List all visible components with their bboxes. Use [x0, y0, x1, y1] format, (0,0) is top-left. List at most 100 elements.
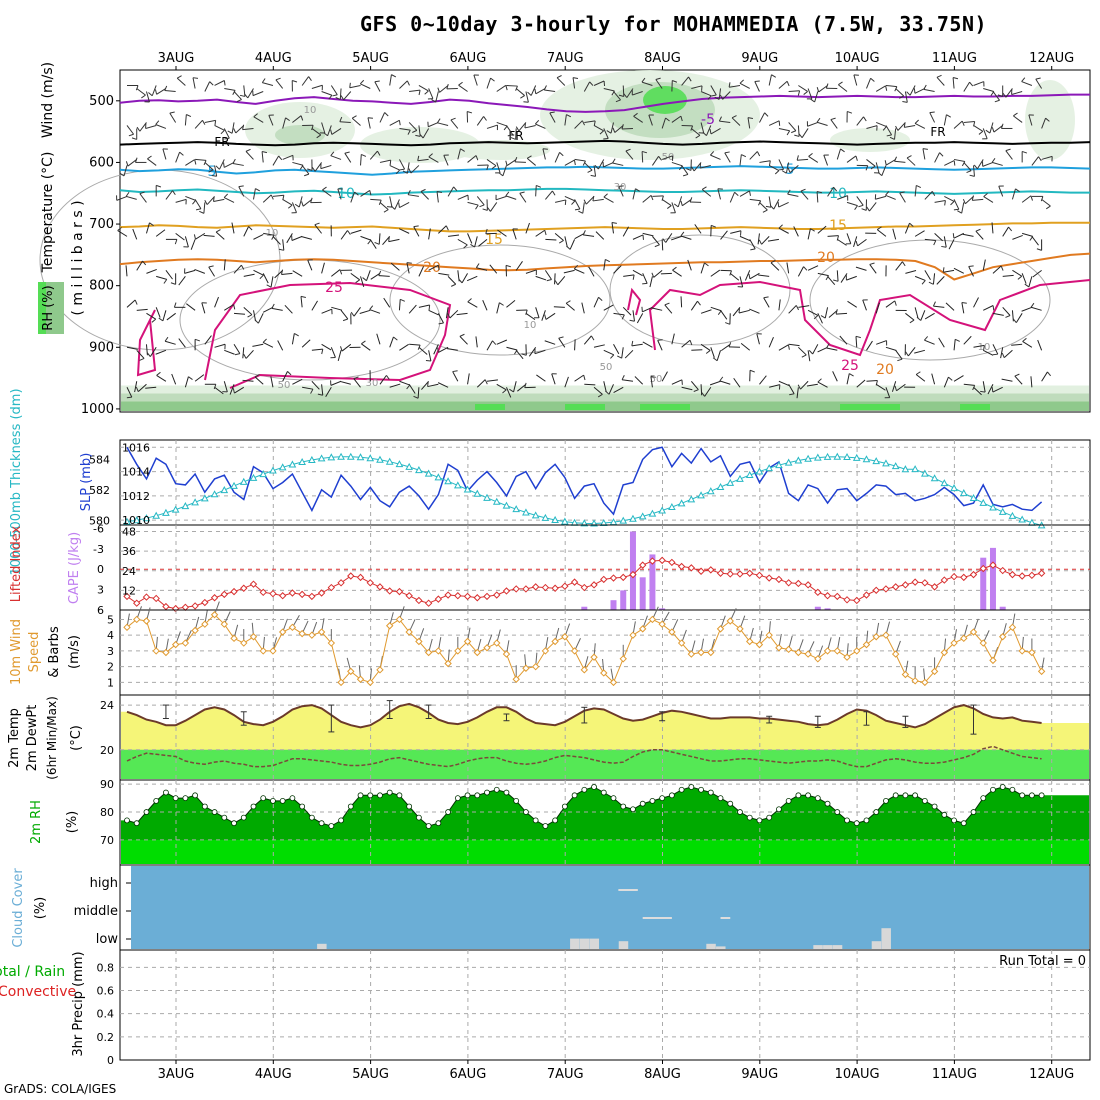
- rh-low-layer-bright: [565, 403, 605, 410]
- wind-barb: [274, 269, 284, 279]
- thickness-point: [366, 454, 375, 462]
- wind-speed-point: [960, 634, 968, 643]
- wind-barb-flag: [483, 116, 487, 121]
- rh-point: [1028, 792, 1035, 799]
- wind-barb: [262, 306, 274, 313]
- wind-barb: [374, 81, 381, 92]
- wind-barb: [418, 346, 428, 355]
- wind-barb-flag: [172, 190, 176, 196]
- thickness-point: [677, 499, 686, 507]
- thickness-point: [522, 508, 530, 516]
- rh-point: [630, 806, 636, 813]
- cloud-low-bar: [832, 945, 843, 949]
- wind-barb: [583, 335, 592, 345]
- wind-barb-flag: [524, 382, 527, 388]
- wind-barb: [944, 195, 955, 202]
- li-point: [317, 589, 326, 597]
- wind-barb-flag: [310, 197, 313, 203]
- rh-point: [270, 798, 276, 804]
- wind-barb: [642, 194, 652, 203]
- cloud-unit-label: (%): [33, 897, 48, 920]
- wind-barb: [127, 159, 138, 167]
- wind-barb: [399, 201, 410, 209]
- rh-legend-swatch: [46, 282, 64, 334]
- wind-barb: [904, 91, 908, 103]
- thickness-point: [658, 506, 666, 514]
- wind-barb: [421, 380, 430, 390]
- wind-speed-point: [512, 675, 520, 683]
- wind-barb-flag: [213, 196, 215, 202]
- wind-barb: [758, 274, 770, 277]
- wind-barb-flag: [1024, 283, 1030, 288]
- thickness-point: [269, 466, 277, 474]
- wind-barb-flag: [756, 151, 761, 157]
- wind-barb: [691, 349, 703, 351]
- wind-barb: [277, 340, 284, 351]
- wind-barb: [622, 85, 625, 97]
- wind-barb-flag: [774, 170, 780, 175]
- thickness-point: [561, 517, 569, 525]
- wind-barb: [976, 159, 984, 170]
- wind-barb: [856, 196, 864, 206]
- wind-barb: [169, 112, 177, 123]
- wind-barb-flag: [973, 164, 978, 170]
- wind-barb: [526, 157, 536, 166]
- wind-barb-flag: [487, 207, 491, 212]
- thickness-point: [492, 497, 501, 505]
- thickness-point: [882, 459, 890, 467]
- rh-point: [396, 792, 403, 799]
- contour-label: 50: [278, 380, 291, 391]
- cloud-middle-segment: [642, 917, 672, 919]
- wind-barb: [1037, 339, 1043, 351]
- wind-barb: [963, 81, 971, 92]
- wind-barb: [945, 302, 955, 311]
- wind-barb: [261, 151, 264, 163]
- wind-barb-flag: [342, 318, 348, 322]
- wind-speed-point: [930, 667, 939, 676]
- wind-barb-flag: [232, 90, 236, 96]
- wind-barb: [830, 119, 838, 129]
- wind-barb-flag: [749, 369, 755, 373]
- wind-barb: [962, 233, 974, 237]
- wind-barb-flag: [285, 117, 290, 122]
- wind-barb-flag: [701, 186, 707, 190]
- wind-barb: [583, 234, 595, 237]
- wind-barb: [682, 198, 692, 207]
- rh-low-layer-bright: [475, 403, 505, 410]
- thickness-point: [706, 487, 715, 495]
- wind-barb: [203, 202, 206, 214]
- thickness-tick-label: 580: [89, 514, 110, 527]
- wind-barb: [262, 342, 274, 348]
- wind-barb: [603, 196, 614, 203]
- wind-barb-flag: [428, 304, 431, 311]
- wind-barb: [556, 77, 566, 86]
- wind-speed-point: [648, 615, 657, 624]
- wind-barb: [778, 380, 790, 387]
- wind-barb: [907, 346, 916, 357]
- wind-barb: [610, 122, 614, 134]
- wind-barb: [614, 125, 624, 133]
- wind-barb: [651, 307, 663, 311]
- rh-point: [406, 803, 413, 810]
- wind-barb-flag: [418, 90, 421, 96]
- wind-barb: [466, 275, 478, 282]
- rh2m-axis-label: 2m RH: [29, 800, 44, 844]
- wind-barb-flag: [952, 233, 955, 239]
- wind-barb: [535, 185, 537, 197]
- wind-barb-flag: [983, 345, 985, 351]
- wind-barb: [284, 304, 293, 314]
- wind-barb-flag: [339, 116, 343, 122]
- wind-barb: [953, 375, 964, 382]
- wind-barb: [922, 148, 926, 160]
- wind-barb: [914, 230, 925, 237]
- wind-barb-flag: [711, 94, 717, 97]
- wind-barb: [729, 272, 740, 281]
- wind-barb: [963, 121, 975, 123]
- wind-barb-flag: [796, 155, 799, 161]
- wind-barb-flag: [146, 352, 151, 357]
- thickness-point: [171, 505, 180, 513]
- wind-barb-flag: [800, 188, 806, 192]
- wind-barb: [438, 346, 449, 353]
- wind-barb: [593, 344, 605, 348]
- wind-barb-flag: [876, 226, 882, 231]
